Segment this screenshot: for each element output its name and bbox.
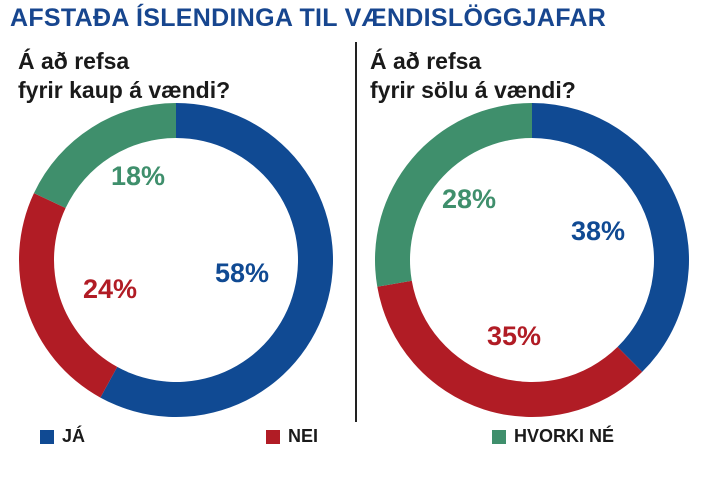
left-slice-nei (18, 193, 118, 398)
right-label-ja: 38% (571, 216, 625, 246)
panel-divider (355, 42, 357, 422)
left-slice-ja (100, 103, 333, 417)
left-question-line-2: fyrir kaup á vændi? (18, 77, 231, 103)
legend-swatch-nei (266, 429, 280, 444)
legend-item-hvorki: HVORKI NÉ (492, 426, 614, 447)
legend-item-nei: NEI (266, 426, 318, 447)
left-question-title: Á að refsa fyrir kaup á vændi? (18, 47, 230, 105)
left-label-ja: 58% (215, 258, 269, 288)
right-slice-ja (532, 103, 689, 372)
legend-label-ja: JÁ (62, 426, 86, 446)
left-label-nei: 24% (83, 274, 137, 304)
legend-item-ja: JÁ (40, 426, 85, 447)
chart-title: AFSTAÐA ÍSLENDINGA TIL VÆNDISLÖGGJAFAR (10, 4, 607, 32)
legend-label-nei: NEI (288, 426, 319, 446)
right-slice-hvorki (374, 103, 532, 287)
right-label-hvorki: 28% (442, 184, 496, 214)
legend-swatch-hvorki (492, 429, 506, 444)
right-question-line-1: Á að refsa (370, 48, 482, 74)
left-slice-hvorki (33, 103, 176, 209)
left-question-line-1: Á að refsa (18, 48, 130, 74)
right-slice-nei (377, 280, 643, 417)
right-question-line-2: fyrir sölu á vændi? (370, 77, 576, 103)
right-label-nei: 35% (487, 321, 541, 351)
right-question-title: Á að refsa fyrir sölu á vændi? (370, 47, 576, 105)
legend-swatch-ja (40, 429, 54, 444)
legend-label-hvorki: HVORKI NÉ (514, 426, 615, 446)
left-label-hvorki: 18% (111, 161, 165, 191)
